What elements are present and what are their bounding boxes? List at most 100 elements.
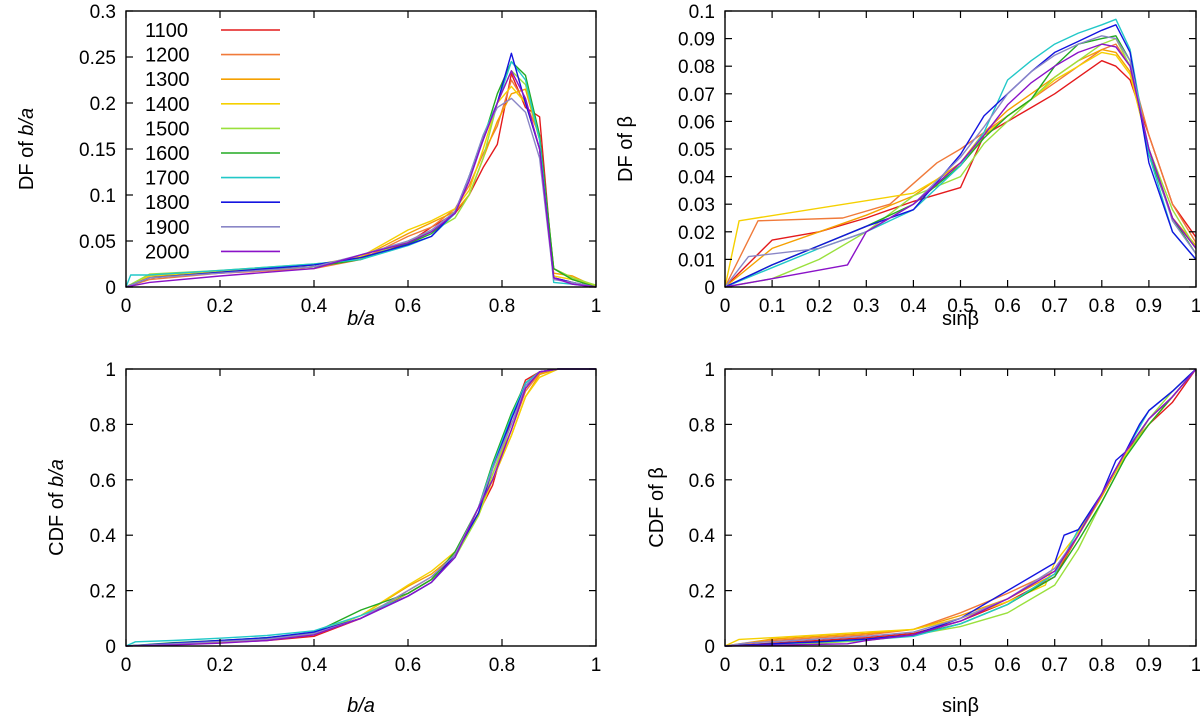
y-tick-label: 0.6 (90, 471, 116, 492)
series-line-1400 (125, 368, 596, 647)
y-tick-label: 0.01 (678, 250, 715, 271)
legend-label-1900: 1900 (145, 217, 190, 239)
series-line-1500 (724, 368, 1197, 647)
series-line-1900 (125, 368, 596, 647)
legend-label-1800: 1800 (145, 192, 190, 214)
series-line-2000 (125, 70, 597, 288)
y-tick-label: 0.4 (90, 526, 117, 547)
plot-frame (125, 10, 597, 288)
series-line-1600 (125, 368, 596, 647)
x-axis-label: b/a (347, 308, 375, 330)
x-axis-label: b/a (347, 695, 375, 717)
x-tick-label: 0.8 (1089, 296, 1115, 317)
x-tick-label: 0.8 (1089, 655, 1115, 676)
series-line-1900 (724, 368, 1197, 647)
series-line-1900 (125, 97, 597, 288)
y-axis-label: CDF of b/a (46, 459, 68, 556)
x-tick-label: 0.4 (301, 296, 328, 317)
series-line-2000 (724, 43, 1197, 288)
x-tick-label: 1 (1191, 655, 1200, 676)
y-tick-label: 0.2 (90, 94, 116, 115)
series-line-1800 (125, 52, 597, 288)
legend-label-1200: 1200 (145, 45, 190, 67)
x-tick-label: 0.9 (1136, 296, 1162, 317)
x-tick-label: 0.3 (853, 296, 879, 317)
x-tick-label: 0.4 (900, 296, 927, 317)
x-tick-label: 0.3 (853, 655, 879, 676)
y-tick-label: 0.2 (90, 582, 116, 603)
y-tick-label: 0.05 (678, 140, 715, 161)
y-tick-label: 0.05 (79, 232, 116, 253)
x-tick-label: 0.6 (395, 655, 421, 676)
series-line-1800 (125, 368, 596, 647)
x-tick-label: 0.4 (301, 655, 328, 676)
x-tick-label: 0.2 (207, 655, 233, 676)
x-tick-label: 0.9 (1136, 655, 1162, 676)
x-tick-label: 0.1 (759, 655, 785, 676)
x-tick-label: 0.5 (947, 655, 973, 676)
x-tick-label: 0.2 (806, 655, 832, 676)
y-tick-label: 0.8 (90, 415, 116, 436)
y-tick-label: 0.08 (678, 57, 715, 78)
series-line-1100 (724, 368, 1197, 647)
legend-label-1500: 1500 (145, 118, 190, 140)
chart-panel-4: 0 0.1 0.2 0.3 0.4 0.5 0.6 0.7 0.8 0.9 1 0 0.2 0.4 0.6 0… (646, 360, 1200, 717)
x-tick-label: 0.2 (207, 296, 233, 317)
y-tick-label: 0.6 (689, 471, 715, 492)
y-tick-label: 0.4 (689, 526, 716, 547)
x-tick-label: 1 (1191, 296, 1200, 317)
y-tick-label: 0 (105, 637, 116, 658)
x-tick-label: 0.6 (994, 296, 1020, 317)
series-line-1200 (125, 368, 596, 647)
y-tick-label: 0.06 (678, 112, 715, 133)
series-line-1700 (125, 368, 596, 647)
x-tick-label: 0 (121, 296, 132, 317)
x-tick-label: 0.2 (806, 296, 832, 317)
x-tick-label: 0.7 (1041, 296, 1067, 317)
y-tick-label: 0.1 (689, 2, 715, 23)
x-tick-label: 0 (720, 296, 731, 317)
series-line-1700 (125, 60, 597, 288)
y-tick-label: 1 (105, 360, 116, 381)
series-line-1300 (125, 368, 596, 647)
series-line-1300 (724, 368, 1197, 647)
x-tick-label: 1 (591, 296, 602, 317)
x-tick-label: 0.6 (395, 296, 421, 317)
y-tick-label: 0.2 (689, 582, 715, 603)
x-axis-label: sinβ (942, 308, 979, 330)
y-tick-label: 0 (704, 637, 715, 658)
x-tick-label: 0 (720, 655, 731, 676)
x-tick-label: 0.8 (489, 296, 515, 317)
chart-panel-1: 0 0.2 0.4 0.6 0.8 1 0 0.05 0.1 0.15 0.2 0.25 0.3 b/a D… (16, 2, 601, 330)
x-tick-label: 0.1 (759, 296, 785, 317)
x-tick-label: 0.7 (1041, 655, 1067, 676)
x-tick-label: 0.6 (994, 655, 1020, 676)
series-line-1100 (724, 60, 1197, 288)
y-tick-label: 0.15 (79, 140, 116, 161)
y-tick-label: 0.25 (79, 48, 116, 69)
plot-frame (724, 368, 1197, 647)
series-line-1200 (724, 368, 1197, 647)
legend-label-2000: 2000 (145, 241, 190, 263)
legend-label-1700: 1700 (145, 168, 190, 190)
series-line-1600 (724, 35, 1197, 288)
series-line-1900 (724, 35, 1197, 288)
series-line-1400 (724, 368, 1197, 647)
x-tick-label: 0.4 (900, 655, 927, 676)
y-axis-label: DF of β (615, 116, 637, 182)
y-tick-label: 0.8 (689, 415, 715, 436)
y-tick-label: 0.1 (90, 186, 116, 207)
series-line-1600 (724, 368, 1197, 647)
series-line-2000 (125, 368, 596, 647)
x-tick-label: 0 (121, 655, 132, 676)
legend-label-1100: 1100 (145, 20, 188, 42)
y-tick-label: 0.07 (678, 85, 715, 106)
series-line-1700 (724, 368, 1197, 647)
x-axis-label: sinβ (942, 695, 979, 717)
x-tick-label: 0.5 (947, 296, 973, 317)
plot-frame (125, 368, 597, 647)
y-tick-label: 0.3 (90, 2, 116, 23)
y-tick-label: 0.02 (678, 223, 715, 244)
series-line-1600 (125, 60, 597, 288)
